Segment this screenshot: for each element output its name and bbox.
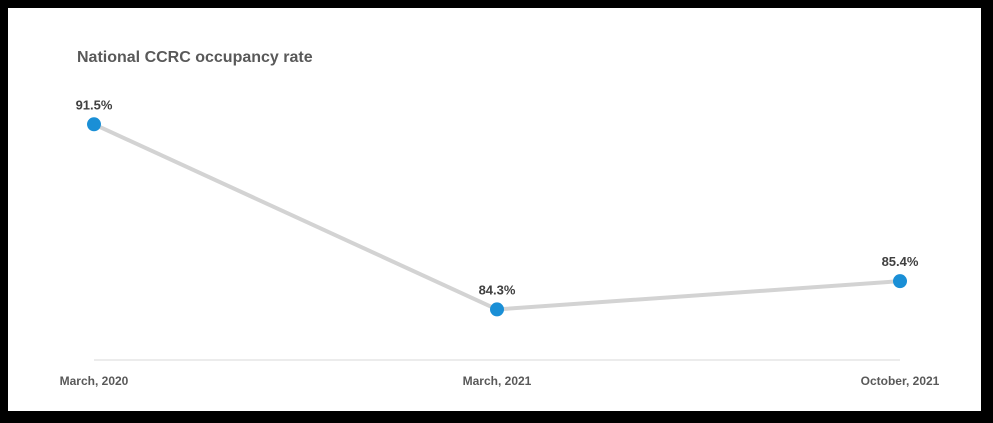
chart-title: National CCRC occupancy rate (77, 49, 313, 66)
data-labels: 91.5% 84.3% 85.4% (76, 97, 919, 297)
x-tick-label: March, 2020 (60, 374, 129, 388)
data-points (87, 117, 907, 317)
x-axis-ticks: March, 2020 March, 2021 October, 2021 (60, 374, 940, 388)
data-point (87, 117, 101, 132)
data-label: 91.5% (76, 97, 113, 112)
x-tick-label: October, 2021 (861, 374, 940, 388)
x-tick-label: March, 2021 (463, 374, 532, 388)
data-label: 84.3% (479, 282, 516, 297)
data-point (490, 302, 504, 317)
data-point (893, 274, 907, 289)
data-label: 85.4% (882, 254, 919, 269)
